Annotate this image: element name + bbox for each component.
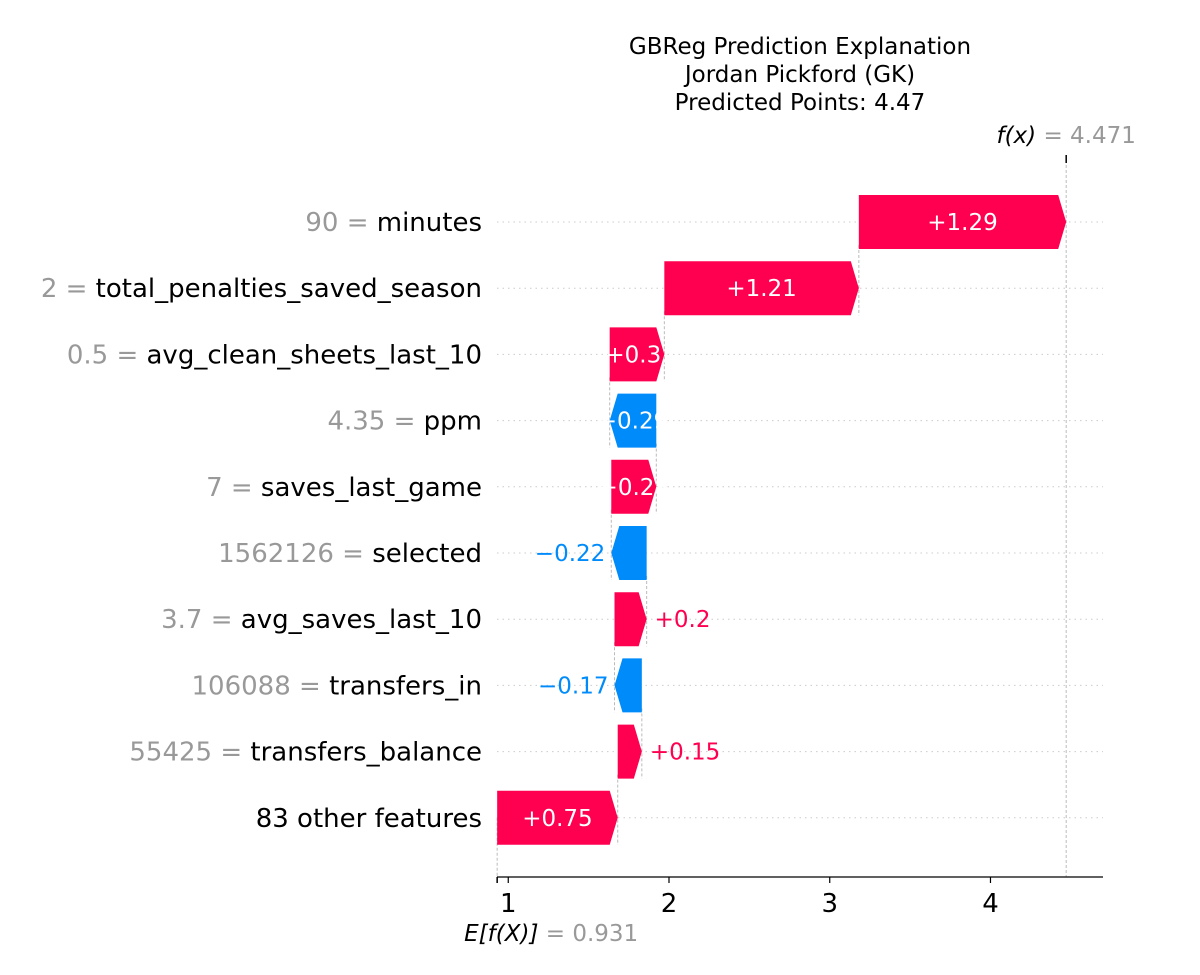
feature-name: minutes <box>377 208 482 238</box>
contribution-label: −0.22 <box>535 541 605 567</box>
contribution-label: −0.17 <box>538 673 608 699</box>
feature-value: 2 = <box>41 274 96 304</box>
feature-label: 1562126 = selected <box>218 539 482 569</box>
feature-value: 55425 = <box>129 738 250 768</box>
feature-name: selected <box>372 539 482 569</box>
feature-name: avg_saves_last_10 <box>241 605 482 635</box>
base-value-number: = 0.931 <box>538 921 638 947</box>
output-value-symbol: f(x) <box>996 123 1036 149</box>
reference-lines <box>496 155 1067 877</box>
contribution-label: +0.75 <box>522 806 592 832</box>
feature-value: 90 = <box>305 208 376 238</box>
contribution-bar <box>609 393 657 448</box>
feature-name: transfers_in <box>329 671 482 701</box>
x-axis: 1 2 3 4 <box>496 876 1103 919</box>
contribution-label: +1.21 <box>726 276 796 302</box>
contribution-label: +1.29 <box>927 210 997 236</box>
x-tick-label: 2 <box>661 889 678 919</box>
feature-value: 4.35 = <box>327 407 423 437</box>
contribution-bars: +1.29 +1.21 +0.3. −0.29 +0.28 −0.22 +0.2 −0.17 +… <box>497 195 1067 845</box>
output-value-number: = 4.471 <box>1036 123 1136 149</box>
chart-title: GBReg Prediction Explanation Jordan Pick… <box>629 34 971 116</box>
feature-label: 3.7 = avg_saves_last_10 <box>161 605 482 635</box>
contribution-bar <box>617 724 642 779</box>
feature-value: 106088 = <box>191 671 329 701</box>
feature-name: saves_last_game <box>261 473 482 503</box>
feature-label: 83 other features <box>256 804 482 834</box>
feature-name: total_penalties_saved_season <box>96 274 482 304</box>
x-tick-label: 4 <box>982 889 999 919</box>
base-value-symbol: E[f(X)] <box>464 921 538 947</box>
chart-title-line-2: Jordan Pickford (GK) <box>683 62 915 88</box>
feature-label: 55425 = transfers_balance <box>129 738 482 768</box>
contribution-bar <box>614 658 642 713</box>
feature-label: 7 = saves_last_game <box>206 473 482 503</box>
contribution-label: −0.29 <box>598 409 668 435</box>
chart-title-line-3: Predicted Points: 4.47 <box>675 90 926 116</box>
x-tick-label: 3 <box>821 889 838 919</box>
contribution-bar <box>609 327 665 382</box>
feature-label: 2 = total_penalties_saved_season <box>41 274 482 304</box>
feature-value: 3.7 = <box>161 605 241 635</box>
contribution-bar <box>611 526 647 580</box>
feature-value: 7 = <box>206 473 261 503</box>
feature-label: 0.5 = avg_clean_sheets_last_10 <box>67 340 482 370</box>
contribution-label: +0.28 <box>599 475 669 501</box>
feature-label: 106088 = transfers_in <box>191 671 482 701</box>
output-value-annotation: f(x) = 4.471 <box>996 123 1135 149</box>
feature-name: ppm <box>424 407 482 437</box>
contribution-bar <box>858 195 1067 249</box>
contribution-label: +0.3. <box>605 342 668 368</box>
contribution-label: +0.2 <box>655 607 711 633</box>
contribution-bar <box>497 790 618 845</box>
contribution-label: +0.15 <box>650 740 720 766</box>
feature-value: 1562126 = <box>218 539 372 569</box>
feature-label: 4.35 = ppm <box>327 407 482 437</box>
x-tick-label: 1 <box>500 889 517 919</box>
contribution-bar <box>664 261 859 316</box>
feature-label: 90 = minutes <box>305 208 482 238</box>
feature-name: avg_clean_sheets_last_10 <box>147 340 483 370</box>
chart-title-line-1: GBReg Prediction Explanation <box>629 34 971 60</box>
feature-labels: 90 = minutes 2 = total_penalties_saved_se… <box>41 208 482 834</box>
feature-name: transfers_balance <box>250 738 482 768</box>
feature-name: 83 other features <box>256 804 482 834</box>
feature-value: 0.5 = <box>67 340 147 370</box>
value-annotations: f(x) = 4.471 E[f(X)] = 0.931 <box>464 123 1136 947</box>
contribution-bar <box>611 459 657 514</box>
contribution-bar <box>614 592 647 647</box>
base-value-annotation: E[f(X)] = 0.931 <box>464 921 638 947</box>
